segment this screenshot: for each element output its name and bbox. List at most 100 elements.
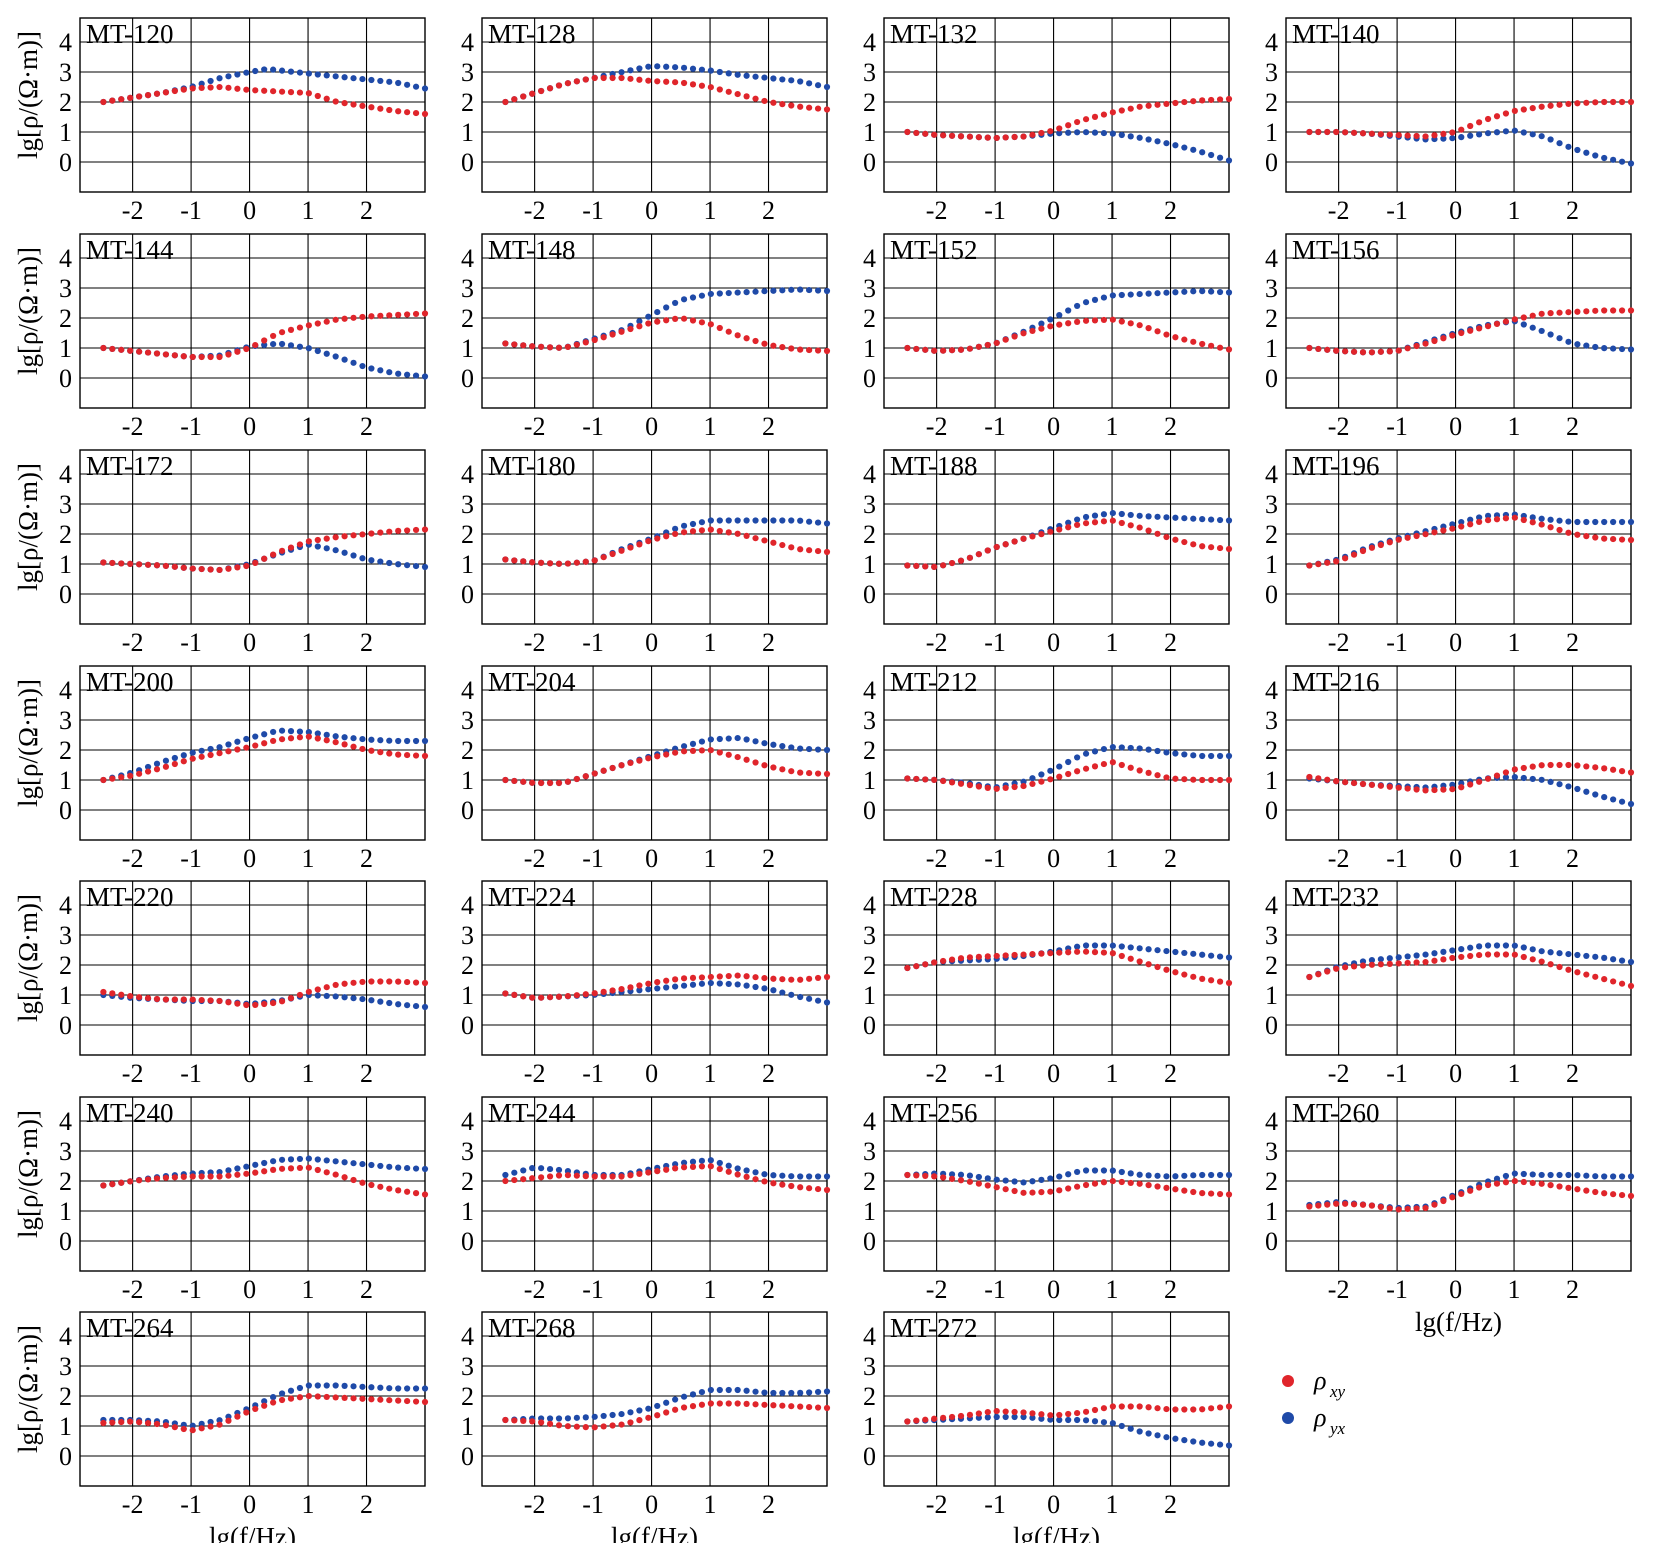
data-point-xy [1136,767,1143,774]
data-point-xy [1154,1405,1161,1412]
data-point-xy [984,1182,991,1189]
data-point-xy [171,760,178,768]
data-point-yx [243,69,250,76]
data-point-xy [564,1423,572,1430]
data-point-xy [305,988,312,995]
series-xy [502,315,831,355]
data-point-xy [1556,526,1563,534]
data-point-xy [261,1168,268,1175]
data-point-xy [386,528,393,535]
station-label: MT-268 [488,1313,576,1343]
data-point-xy [404,978,411,986]
data-point-xy [1476,951,1483,959]
x-tick-label: -1 [1386,628,1408,657]
data-point-xy [600,554,607,561]
data-point-yx [823,287,831,295]
data-point-xy [1574,762,1581,769]
data-point-yx [797,745,804,752]
data-point-yx [350,995,357,1002]
data-point-xy [600,1173,607,1180]
data-point-yx [698,738,706,745]
data-point-xy [1225,776,1233,784]
data-point-xy [689,1403,697,1410]
data-point-xy [1529,312,1536,319]
panel-frame [481,233,828,409]
y-tick-label: 4 [461,28,474,57]
y-tick-label: 1 [863,1197,876,1226]
data-point-xy [1404,1205,1411,1213]
data-point-xy [225,1417,232,1424]
data-point-xy [779,344,786,351]
data-point-xy [957,133,965,140]
data-point-yx [1225,517,1233,524]
x-tick-label: 2 [1566,628,1579,657]
data-point-xy [1547,1182,1554,1189]
data-point-yx [270,66,277,73]
data-point-xy [171,563,178,570]
data-point-yx [1216,288,1224,296]
data-point-xy [261,555,268,562]
x-tick-label: -2 [524,1059,546,1088]
data-point-xy [287,735,295,742]
data-point-xy [1359,962,1367,969]
data-point-yx [1618,158,1626,165]
data-point-xy [1493,772,1501,779]
data-point-xy [323,984,330,991]
data-point-yx [252,733,259,740]
data-point-xy [207,1423,214,1430]
data-point-yx [779,517,786,524]
data-point-yx [314,543,321,550]
data-point-xy [100,98,107,106]
data-point-yx [734,1386,741,1394]
y-tick-label: 0 [863,1011,876,1040]
y-tick-label: 3 [461,274,474,303]
series-xy [1306,761,1635,794]
data-point-yx [1136,290,1143,298]
data-point-xy [1440,786,1447,793]
data-point-xy [538,779,545,787]
data-point-xy [1565,100,1572,108]
data-point-xy [1583,763,1590,770]
data-point-xy [931,1415,938,1422]
data-point-xy [1556,761,1563,769]
data-point-yx [404,371,411,378]
data-point-xy [1029,533,1036,540]
data-point-xy [573,1423,580,1430]
x-tick-label: 0 [1047,844,1060,873]
data-point-yx [332,1158,339,1165]
data-point-yx [1208,516,1215,523]
station-label: MT-156 [1292,235,1380,265]
data-point-xy [546,994,554,1001]
data-point-xy [1484,951,1492,958]
data-point-xy [1458,953,1465,961]
data-point-xy [1324,346,1331,353]
data-point-yx [707,1386,714,1394]
x-tick-label: -2 [1328,196,1350,225]
data-point-xy [645,980,652,987]
y-tick-label: 4 [1265,28,1278,57]
data-point-yx [332,547,339,554]
x-tick-label: 0 [1047,1275,1060,1304]
data-point-xy [511,557,518,564]
data-point-xy [252,1001,259,1009]
data-point-yx [1118,744,1125,751]
data-point-xy [162,562,170,570]
data-point-xy [582,558,589,565]
data-point-xy [180,564,187,571]
data-point-yx [627,1409,634,1416]
x-tick-label: 0 [645,412,658,441]
data-point-xy [1118,1178,1125,1186]
data-point-xy [1574,1186,1581,1193]
data-point-xy [350,314,357,321]
data-point-yx [663,984,670,991]
y-axis-label: lg[ρ/(Ω·m)] [13,679,43,807]
data-point-yx [689,1158,697,1165]
data-point-xy [216,566,223,574]
data-point-xy [1458,523,1465,530]
data-point-xy [189,1427,196,1434]
data-point-yx [225,1167,232,1174]
data-point-xy [1476,325,1483,332]
data-point-yx [1091,129,1099,136]
data-point-yx [1163,749,1170,756]
data-point-yx [1038,771,1045,778]
